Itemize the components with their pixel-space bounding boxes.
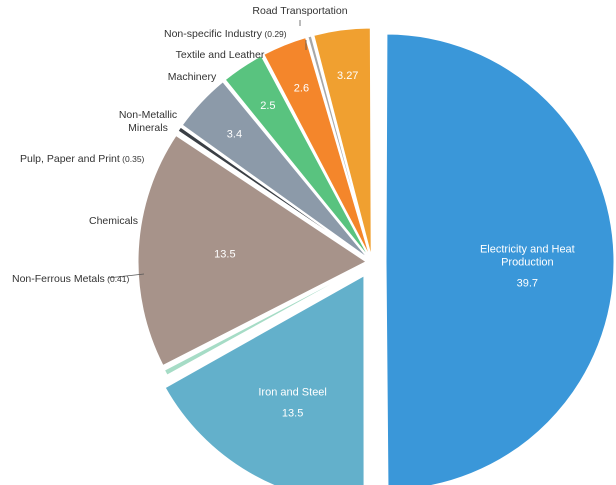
value-label: (0.29) [262,29,287,39]
category-label-non-ferrous-metals: Non-Ferrous Metals (0.41) [12,273,130,285]
slice-non-specific-industry [307,35,371,257]
category-label-textile-and-leather: Textile and Leather [176,49,265,61]
slice-chemicals [137,134,367,367]
category-label-road-transportation: Road Transportation [252,5,347,17]
slice-label-road-transportation: 3.27 [337,70,358,82]
category-label-non-metallic-minerals: Non-Metallic Minerals [119,109,177,134]
leader-line-non-ferrous-metals [107,273,145,279]
category-label-non-specific-industry: Non-specific Industry (0.29) [164,28,287,40]
slice-machinery [224,55,370,258]
slice-label-chemicals: 13.5 [214,249,235,261]
value-label: 2.5 [260,100,275,112]
pie-slices [137,27,615,485]
slice-iron-and-steel [164,274,365,485]
slice-textile-and-leather [263,37,371,257]
slice-labels: Electricity and Heat Production 39.7 Iron a… [12,5,575,419]
slice-label-electricity-and-heat-production: Electricity and Heat Production 39.7 [480,244,575,290]
value-label: (0.41) [105,274,130,284]
slice-label-textile-and-leather: 2.6 [294,82,309,94]
slice-road-transportation [313,27,372,257]
leader-lines [107,20,307,279]
slice-electricity-and-heat-production [385,33,615,485]
value-label: 13.5 [282,407,303,419]
slice-label-non-metallic-minerals: 3.4 [227,128,242,140]
value-label: 39.7 [517,278,538,290]
value-label: 3.27 [337,70,358,82]
category-label-pulp-paper-and-print: Pulp, Paper and Print (0.35) [20,153,145,165]
slice-pulp-paper-and-print [177,126,368,260]
slice-label-machinery: 2.5 [260,100,275,112]
category-label-chemicals: Chemicals [89,215,138,227]
slice-non-metallic-minerals [181,81,369,259]
value-label: 3.4 [227,128,242,140]
value-label: (0.35) [120,154,145,164]
value-label: 2.6 [294,82,309,94]
value-label: 13.5 [214,249,235,261]
slice-non-ferrous-metals [163,264,367,376]
slice-label-iron-and-steel: Iron and Steel 13.5 [258,386,327,419]
category-label-machinery: Machinery [168,71,217,83]
